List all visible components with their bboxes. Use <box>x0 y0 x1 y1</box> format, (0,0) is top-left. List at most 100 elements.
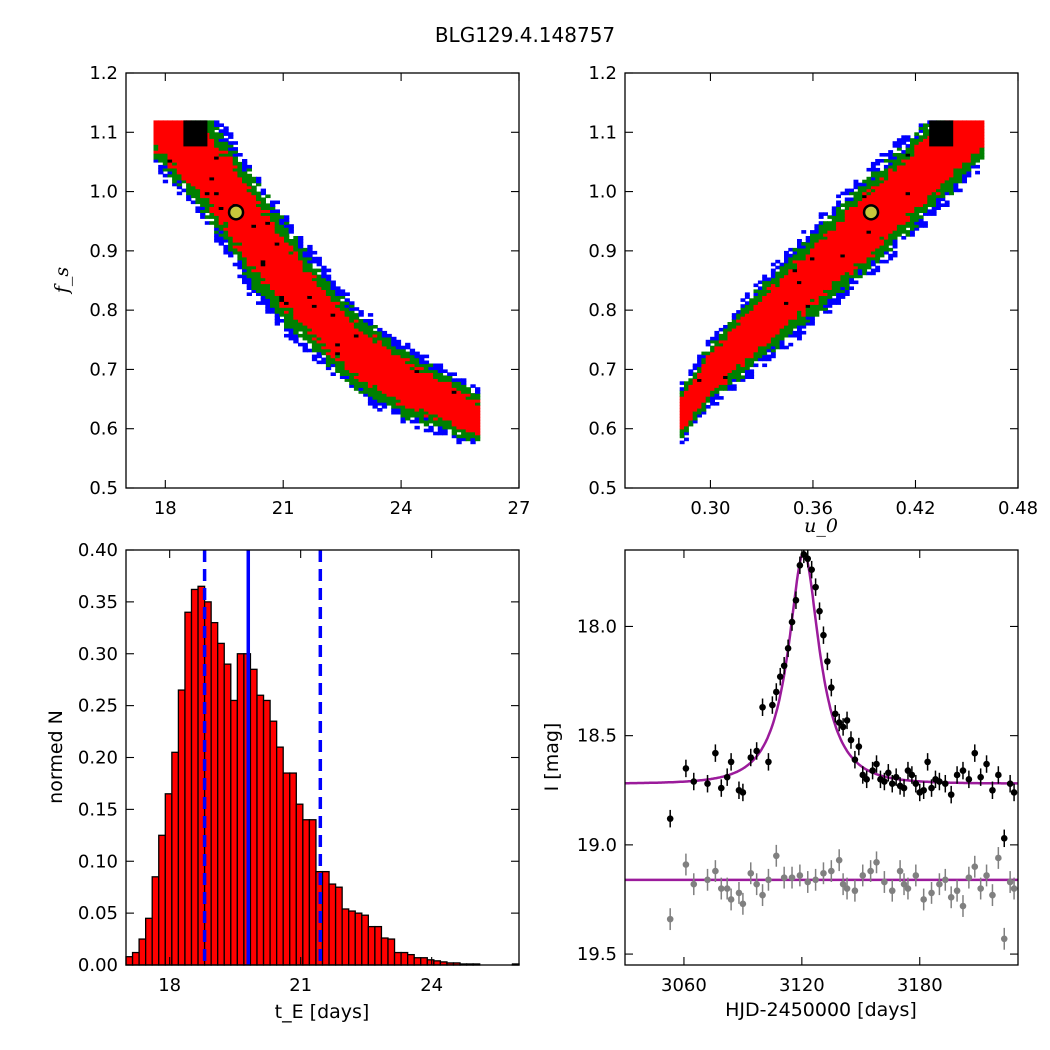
heatmap-cell <box>936 203 941 207</box>
heatmap-cell <box>246 194 252 199</box>
heatmap-cell <box>818 233 824 237</box>
heatmap-cell <box>293 259 299 264</box>
heatmap-cell <box>688 378 694 382</box>
heatmap-cell <box>363 393 369 397</box>
x-tick-label: 3060 <box>661 975 707 996</box>
heatmap-cell <box>293 325 299 329</box>
heatmap-cell <box>330 345 336 350</box>
heatmap-cell <box>797 322 802 326</box>
heatmap-cell <box>386 357 392 362</box>
heatmap-cell <box>265 283 271 288</box>
heatmap-cell <box>223 244 229 249</box>
heatmap-cell <box>979 150 985 154</box>
heatmap-cell <box>810 295 815 299</box>
heatmap-cell <box>414 402 420 406</box>
heatmap-cell <box>883 247 889 252</box>
heatmap-cell <box>697 366 702 371</box>
heatmap-cell <box>218 197 224 202</box>
heatmap-cell <box>228 179 234 184</box>
data-point <box>759 891 766 899</box>
heatmap-cell <box>190 156 197 160</box>
heatmap-cell <box>710 402 715 406</box>
heatmap-cell <box>190 179 197 184</box>
heatmap-cell <box>757 330 763 335</box>
heatmap-cell <box>849 265 854 270</box>
heatmap-cell <box>195 147 201 151</box>
heatmap-cell <box>770 307 776 311</box>
heatmap-cell <box>910 221 915 225</box>
heatmap-cell <box>940 159 946 163</box>
heatmap-cell <box>367 369 374 373</box>
heatmap-cell <box>862 233 868 237</box>
heatmap-cell <box>853 224 859 228</box>
heatmap-cell <box>325 327 332 332</box>
heatmap-cell <box>158 132 164 136</box>
heatmap-cell <box>905 173 911 178</box>
heatmap-cell <box>866 259 872 264</box>
heatmap-cell <box>831 230 837 234</box>
heatmap-cell <box>456 408 462 412</box>
heatmap-cell <box>242 268 248 273</box>
heatmap-cell <box>195 179 201 184</box>
histogram-bar <box>334 886 343 966</box>
heatmap-cell <box>714 342 720 347</box>
heatmap-cell <box>901 135 907 139</box>
heatmap-cell <box>918 167 924 172</box>
heatmap-cell <box>888 247 894 252</box>
heatmap-cell <box>209 203 215 207</box>
heatmap-cell <box>870 161 876 166</box>
heatmap-cell <box>363 345 369 350</box>
heatmap-cell <box>223 159 229 163</box>
heatmap-cell <box>944 188 950 193</box>
heatmap-cell <box>883 159 889 163</box>
heatmap-cell <box>831 283 837 288</box>
heatmap-cell <box>810 301 815 305</box>
heatmap-cell <box>302 307 308 311</box>
heatmap-cell <box>883 233 889 237</box>
heatmap-cell <box>731 351 737 356</box>
heatmap-cell <box>779 336 785 341</box>
heatmap-cell <box>914 197 920 202</box>
heatmap-cell <box>805 292 811 296</box>
heatmap-cell <box>818 247 824 252</box>
heatmap-cell <box>975 147 980 151</box>
heatmap-cell <box>246 182 252 187</box>
heatmap-cell <box>949 167 954 172</box>
heatmap-cell <box>367 348 374 353</box>
heatmap-cell <box>405 408 411 412</box>
heatmap-cell <box>330 363 336 368</box>
heatmap-cell <box>836 262 841 267</box>
heatmap-cell <box>451 408 457 412</box>
heatmap-cell <box>349 372 355 376</box>
heatmap-cell <box>162 173 169 178</box>
heatmap-cell <box>251 209 257 213</box>
heatmap-cell <box>766 313 772 317</box>
heatmap-cell <box>223 191 229 196</box>
heatmap-cell <box>330 327 336 332</box>
heatmap-cell <box>330 304 336 308</box>
heatmap-cell <box>883 179 889 184</box>
heatmap-cell <box>176 191 183 196</box>
heatmap-cell <box>158 129 164 133</box>
heatmap-cell <box>302 342 308 347</box>
y-tick-label: 1.1 <box>588 122 617 143</box>
heatmap-cell <box>423 354 430 359</box>
heatmap-cell <box>293 310 299 314</box>
heatmap-cell <box>153 135 159 139</box>
heatmap-cell <box>437 431 444 436</box>
heatmap-cell <box>775 280 781 285</box>
heatmap-cell <box>944 153 950 157</box>
heatmap-cell <box>740 354 746 359</box>
heatmap-cell <box>701 408 707 412</box>
heatmap-cell <box>853 179 859 184</box>
heatmap-cell <box>736 351 742 356</box>
heatmap-cell <box>381 333 388 338</box>
heatmap-cell <box>905 144 911 148</box>
heatmap-cell <box>883 176 889 181</box>
heatmap-cell <box>836 259 841 264</box>
heatmap-cell <box>914 132 920 136</box>
heatmap-cell <box>437 390 444 394</box>
heatmap-cell <box>979 132 985 136</box>
heatmap-cell <box>214 224 220 228</box>
heatmap-cell <box>316 319 322 323</box>
